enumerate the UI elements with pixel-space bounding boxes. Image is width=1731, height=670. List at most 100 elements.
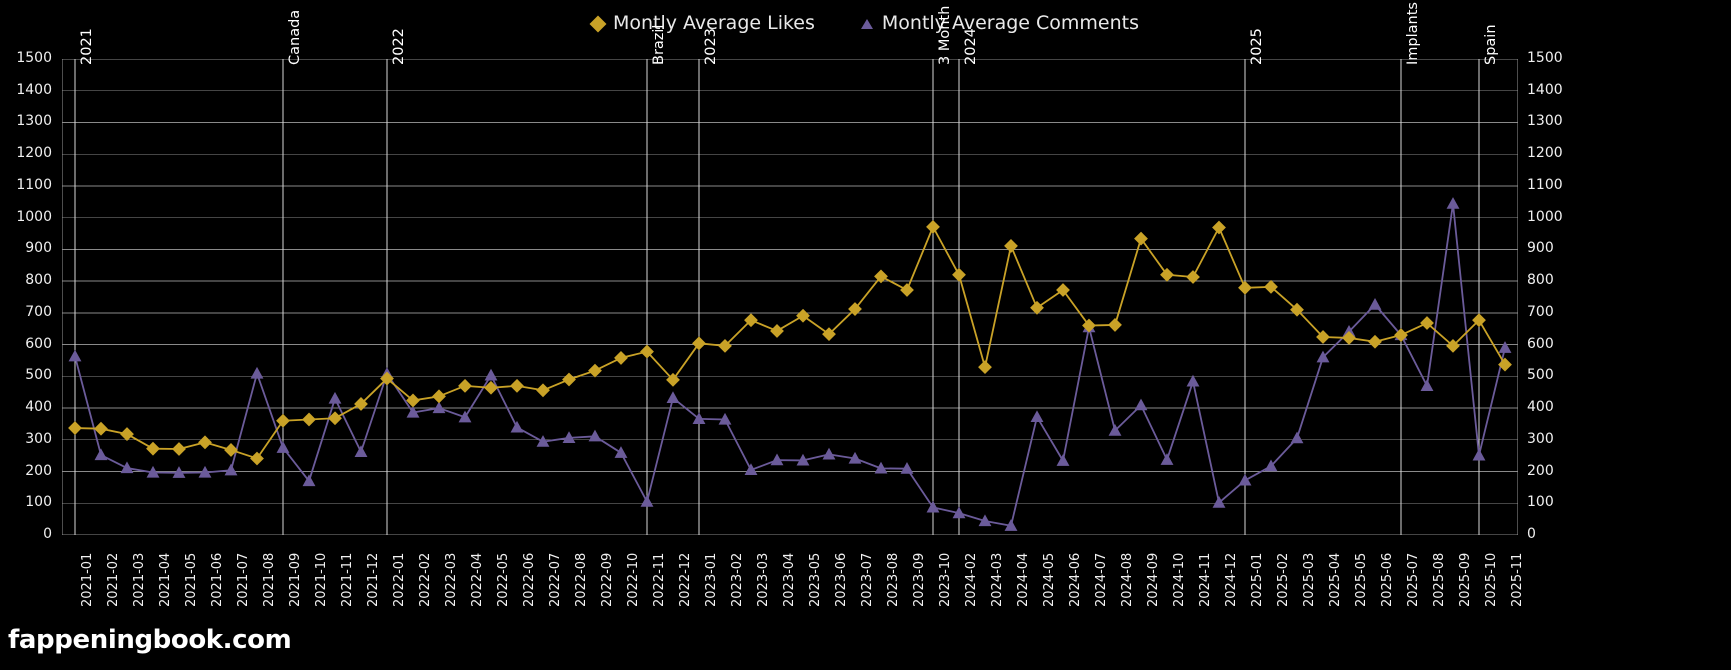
x-tick-label: 2022-01 (392, 552, 407, 607)
annotation-label: Implants (1405, 2, 1421, 65)
data-point-marker (926, 219, 940, 234)
x-tick-label: 2023-02 (730, 552, 745, 607)
data-point-marker (1108, 423, 1122, 436)
x-tick-label: 2021-05 (184, 552, 199, 607)
data-point-marker (822, 327, 836, 342)
data-point-marker (172, 442, 186, 456)
x-tick-label: 2024-06 (1068, 552, 1083, 607)
data-point-marker (692, 412, 706, 424)
y-tick-label-left: 1500 (16, 50, 52, 66)
watermark: fappeningbook.com (8, 625, 292, 655)
data-point-marker (1030, 300, 1044, 315)
data-point-marker (198, 435, 212, 450)
data-point-marker (250, 366, 264, 379)
diamond-marker-icon (589, 15, 607, 32)
data-point-marker (328, 391, 342, 404)
data-point-marker (1056, 454, 1070, 466)
x-tick-label: 2024-04 (1016, 552, 1031, 607)
x-tick-label: 2023-10 (938, 552, 953, 607)
data-point-marker (1472, 448, 1486, 461)
x-tick-label: 2022-03 (444, 552, 459, 607)
y-tick-label-right: 600 (1527, 335, 1554, 352)
x-tick-label: 2021-12 (366, 552, 381, 607)
y-tick-label-right: 500 (1527, 367, 1554, 384)
data-point-marker (1160, 267, 1174, 282)
data-point-marker (692, 336, 706, 351)
x-tick-label: 2023-09 (912, 552, 927, 607)
x-tick-label: 2024-10 (1172, 552, 1187, 607)
x-tick-label: 2024-09 (1146, 552, 1161, 607)
data-point-marker (744, 463, 758, 476)
annotation-label: Canada (287, 9, 303, 65)
data-point-marker (120, 427, 134, 441)
series-line-likes (68, 219, 1512, 466)
data-point-marker (224, 443, 238, 457)
x-tick-label: 2023-06 (834, 552, 849, 607)
y-tick-label-left: 1200 (16, 145, 52, 162)
data-point-marker (94, 421, 108, 436)
data-point-marker (1160, 453, 1174, 465)
triangle-marker-icon (860, 18, 873, 29)
data-point-marker (1134, 231, 1148, 246)
y-tick-label-left: 800 (25, 272, 52, 289)
data-point-marker (562, 372, 576, 387)
data-point-marker (276, 441, 290, 453)
x-tick-label: 2024-03 (990, 552, 1005, 607)
data-point-marker (1212, 220, 1226, 235)
data-point-marker (484, 380, 498, 395)
y-tick-label-right: 800 (1527, 272, 1554, 289)
data-point-marker (822, 447, 836, 460)
x-tick-label: 2023-08 (886, 552, 901, 607)
data-point-marker (614, 446, 628, 458)
data-point-marker (328, 411, 342, 426)
data-point-marker (458, 378, 472, 393)
y-tick-label-left: 300 (25, 430, 52, 447)
data-point-marker (1498, 357, 1512, 372)
x-tick-label: 2024-02 (964, 552, 979, 607)
x-tick-label: 2021-10 (314, 552, 329, 607)
x-tick-label: 2025-05 (1354, 552, 1369, 607)
data-point-marker (1004, 519, 1018, 531)
y-tick-label-left: 0 (43, 526, 52, 542)
x-tick-label: 2024-11 (1198, 552, 1213, 607)
data-point-marker (718, 412, 732, 425)
data-point-marker (146, 465, 160, 478)
data-point-marker (952, 267, 966, 282)
data-point-marker (458, 410, 472, 423)
x-tick-label: 2023-03 (756, 552, 771, 607)
y-tick-label-right: 300 (1527, 430, 1554, 447)
data-point-marker (1472, 313, 1486, 328)
y-tick-label-left: 700 (25, 303, 52, 320)
data-point-marker (172, 466, 186, 478)
data-point-marker (510, 378, 524, 393)
data-point-marker (796, 308, 810, 323)
data-point-marker (536, 383, 550, 398)
data-point-marker (406, 405, 420, 418)
x-tick-label: 2023-01 (704, 552, 719, 607)
x-tick-label: 2022-07 (548, 552, 563, 607)
data-point-marker (1082, 318, 1096, 333)
legend-item-comments[interactable]: Montly Average Comments (860, 14, 1139, 33)
data-point-marker (1134, 398, 1148, 411)
data-point-marker (1316, 350, 1330, 363)
data-point-marker (198, 465, 212, 478)
y-tick-label-right: 1200 (1527, 145, 1563, 162)
x-tick-label: 2022-09 (600, 552, 615, 607)
data-point-marker (510, 420, 524, 433)
data-point-marker (224, 463, 238, 476)
data-point-marker (874, 269, 888, 284)
x-tick-label: 2024-08 (1120, 552, 1135, 607)
y-tick-label-left: 500 (25, 367, 52, 384)
data-point-marker (1264, 459, 1278, 472)
chart-canvas (62, 59, 1518, 535)
gridlines (62, 59, 1518, 535)
x-tick-label: 2023-07 (860, 552, 875, 607)
x-tick-label: 2025-11 (1510, 552, 1525, 607)
y-tick-label-right: 0 (1527, 526, 1536, 542)
chart-legend: Montly Average Likes Montly Average Comm… (0, 14, 1731, 33)
y-tick-label-left: 600 (25, 335, 52, 352)
data-point-marker (250, 451, 264, 466)
x-tick-label: 2025-03 (1302, 552, 1317, 607)
annotation-label: 2022 (391, 28, 407, 65)
annotation-label: Spain (1483, 24, 1499, 65)
